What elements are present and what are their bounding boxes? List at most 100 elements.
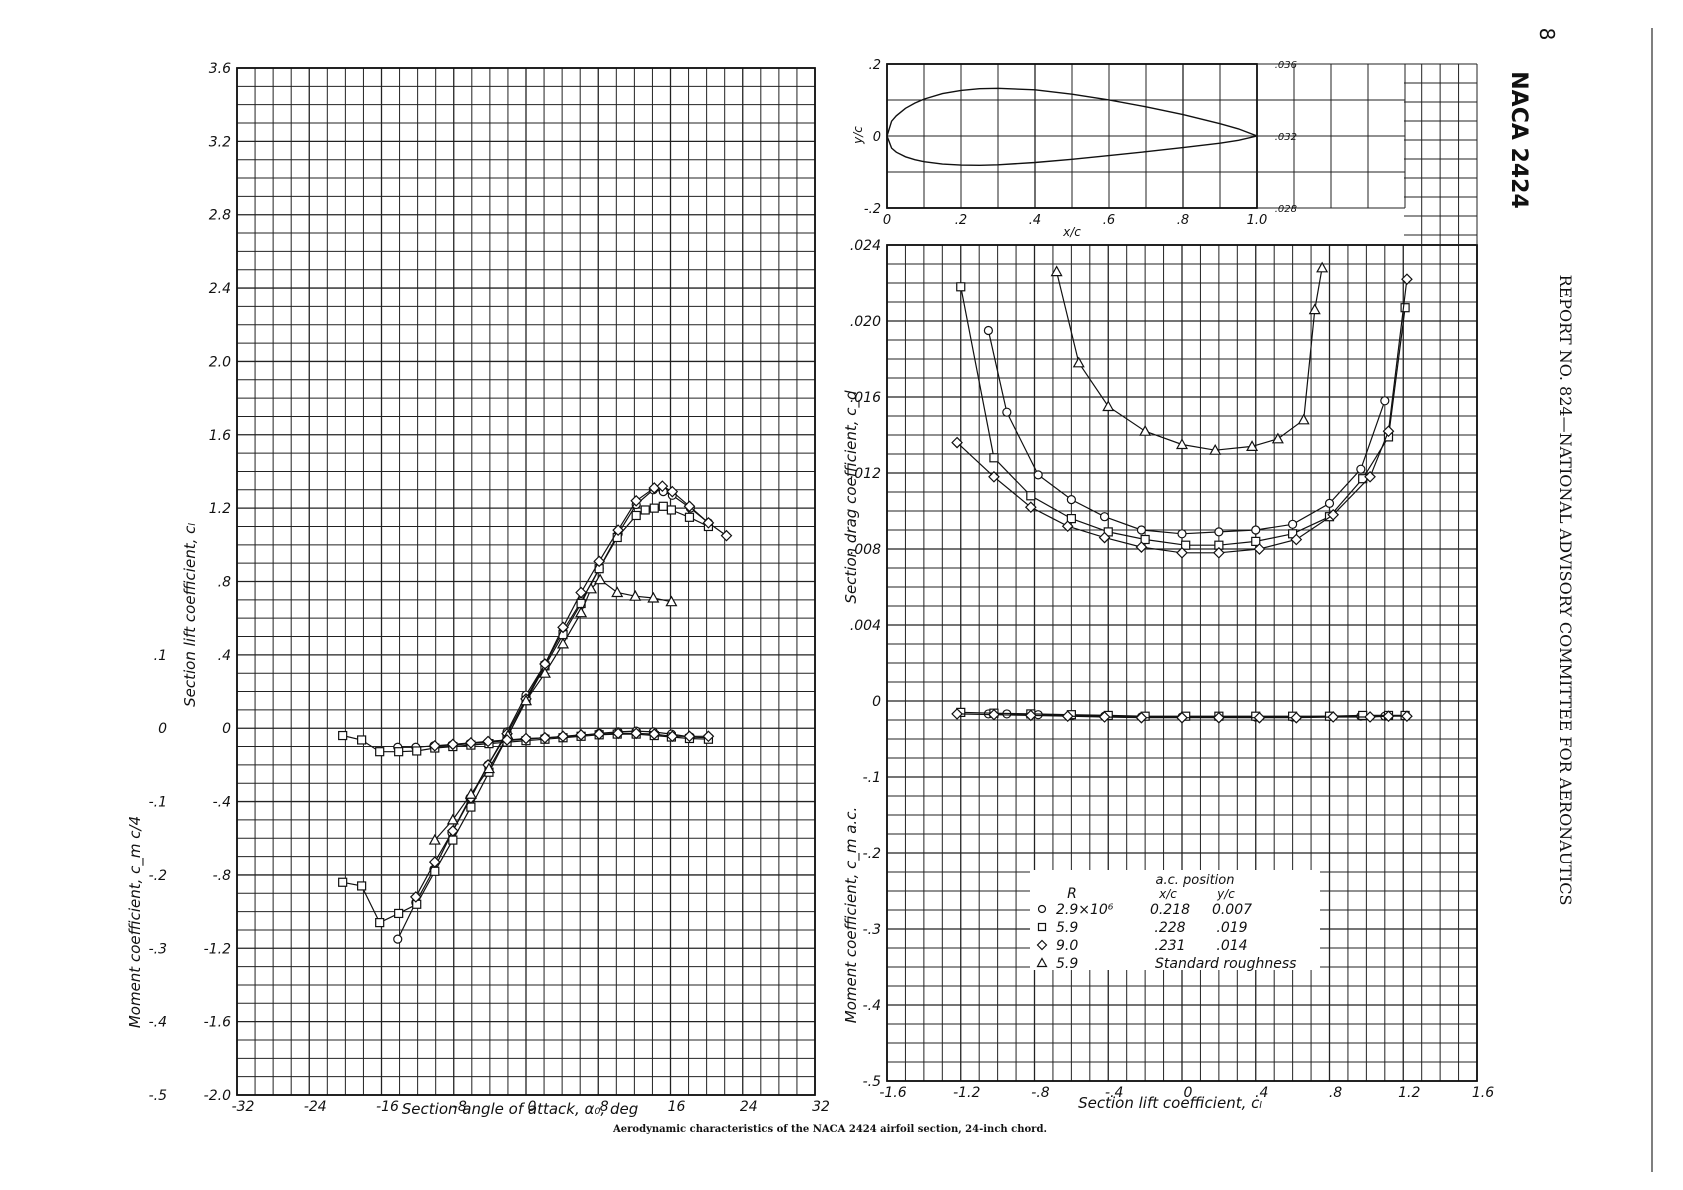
square-marker	[338, 877, 348, 887]
diamond-cd-line	[956, 279, 1408, 554]
diamond-marker	[988, 470, 1000, 483]
triangle-marker	[1246, 440, 1259, 451]
y-tick-label: 0	[222, 721, 231, 737]
diamond-marker	[557, 621, 569, 634]
diamond-marker	[428, 856, 441, 868]
triangle-marker	[482, 762, 495, 774]
square-marker	[357, 735, 367, 745]
square-marker	[394, 908, 404, 919]
diamond-marker	[1382, 425, 1395, 438]
left-x-ticks: -32 -24 -16 -8 0 8 16 24 32	[232, 1099, 830, 1115]
triangle-marker	[557, 637, 570, 649]
diamond-marker	[1401, 273, 1413, 286]
left-y2-ticks: -.5 -.4 -.3 -.2 -.1 0 .1	[149, 648, 168, 1104]
diamond-marker	[1213, 546, 1225, 559]
y-tick-label: .012	[850, 466, 881, 482]
diamond-marker	[501, 734, 513, 746]
triangle-marker	[1271, 432, 1284, 444]
diamond-marker	[1290, 711, 1303, 724]
circle-marker	[1136, 525, 1147, 535]
y-tick-label: 2.8	[209, 208, 231, 224]
legend-reynolds: 5.9	[1056, 920, 1078, 936]
circle-marker	[1002, 407, 1012, 417]
square-cd-line	[960, 286, 1406, 546]
right-tick-label: .036	[1275, 60, 1297, 71]
diamond-marker	[1364, 470, 1376, 483]
diamond-marker	[612, 727, 624, 740]
circle-marker	[1099, 512, 1110, 522]
lift-moment-chart: -32 -24 -16 -8 0 8 16 24 32 -2.0 -1.6 -1.2 -.8 -.4 0 .4…	[149, 61, 830, 1115]
right-x-ticks: -1.6 -1.2 -.8 -.4 0 .4 .8 1.2 1.6	[879, 1085, 1494, 1101]
y-tick-label: .020	[850, 314, 881, 330]
y2-tick-label: -.2	[863, 846, 882, 862]
x-tick-label: .8	[1329, 1085, 1342, 1101]
square-marker	[448, 835, 458, 845]
x-tick-label: 1.0	[1247, 213, 1268, 228]
legend-yc-value: .019	[1216, 920, 1247, 936]
right-y-axis-label-drag: Section drag coefficient, c_d	[842, 390, 861, 604]
y-tick-label: -.4	[213, 795, 231, 811]
diamond-marker	[683, 500, 696, 513]
diamond-marker	[1061, 710, 1074, 723]
right-grid-top-extension	[1404, 63, 1478, 245]
x-tick-label: .4	[1255, 1085, 1268, 1101]
square-marker	[631, 510, 641, 521]
y-tick-label: .008	[850, 542, 881, 558]
legend-row: 2.9×10⁶ 0.218 0.007	[1037, 902, 1252, 918]
legend-header-xc: x/c	[1158, 887, 1177, 901]
legend-row: 9.0 .231 .014	[1036, 938, 1248, 954]
diamond-marker	[666, 485, 679, 498]
y-tick-label: 1.6	[209, 428, 231, 444]
triangle-marker	[585, 582, 598, 594]
legend-reynolds: 5.9	[1056, 956, 1078, 972]
diamond-marker	[593, 555, 606, 568]
figure-caption: Aerodynamic characteristics of the NACA …	[613, 1124, 1047, 1135]
diamond-marker	[446, 825, 459, 837]
triangle-marker	[1072, 356, 1085, 368]
diamond-marker	[409, 891, 422, 903]
airfoil-title: NACA 2424	[1506, 71, 1531, 209]
square-marker	[1066, 513, 1076, 524]
x-tick-label: -.8	[1031, 1085, 1050, 1101]
diamond-marker	[1253, 543, 1266, 555]
left-y-axis-label-lift: Section lift coefficient, cₗ	[181, 523, 199, 707]
circle-marker	[1251, 525, 1261, 535]
y-tick-label: 2.0	[209, 354, 231, 370]
circle-marker	[1324, 498, 1335, 508]
y2-tick-label: -.3	[863, 922, 881, 938]
diamond-marker	[1135, 711, 1148, 724]
triangle-marker	[1297, 413, 1310, 425]
triangle-marker	[1102, 400, 1115, 412]
square-marker	[375, 747, 385, 757]
x-tick-label: 16	[668, 1099, 686, 1115]
page-number: 8	[1535, 28, 1559, 41]
right-tick-label: .032	[1275, 132, 1297, 143]
right-y-ticks: 0 .004 .008 .012 .016 .020 .024	[850, 238, 881, 710]
x-tick-label: 8	[600, 1099, 609, 1115]
diamond-marker	[539, 731, 551, 744]
y2-tick-label: -.4	[863, 998, 881, 1014]
circle-marker	[1380, 396, 1390, 406]
legend-row: 5.9 Standard roughness	[1036, 956, 1296, 972]
triangle-marker	[464, 788, 477, 799]
airfoil-profile-chart: 0.2.4.6.8 1.0-.20.2.028.032.036	[864, 58, 1406, 228]
square-marker	[394, 747, 404, 757]
circle-cl-line	[397, 489, 709, 940]
y2-tick-label: -.4	[149, 1015, 167, 1031]
diamond-marker	[446, 738, 459, 751]
diamond-marker	[1176, 711, 1188, 724]
y-tick-label: .004	[850, 618, 881, 634]
triangle-marker	[1316, 261, 1329, 273]
triangle-marker	[665, 595, 678, 607]
y-tick-label: -2.0	[204, 1088, 231, 1104]
diamond-marker	[465, 737, 477, 749]
diamond-marker	[575, 728, 587, 741]
x-tick-label: 24	[740, 1099, 758, 1115]
triangle-marker	[1209, 443, 1222, 455]
legend-background	[1030, 870, 1320, 970]
legend-xc-value: 0.218	[1150, 902, 1190, 918]
y-tick-label: 1.2	[209, 501, 231, 517]
x-tick-label: 1.2	[1398, 1085, 1420, 1101]
plot-frame	[236, 67, 816, 1096]
